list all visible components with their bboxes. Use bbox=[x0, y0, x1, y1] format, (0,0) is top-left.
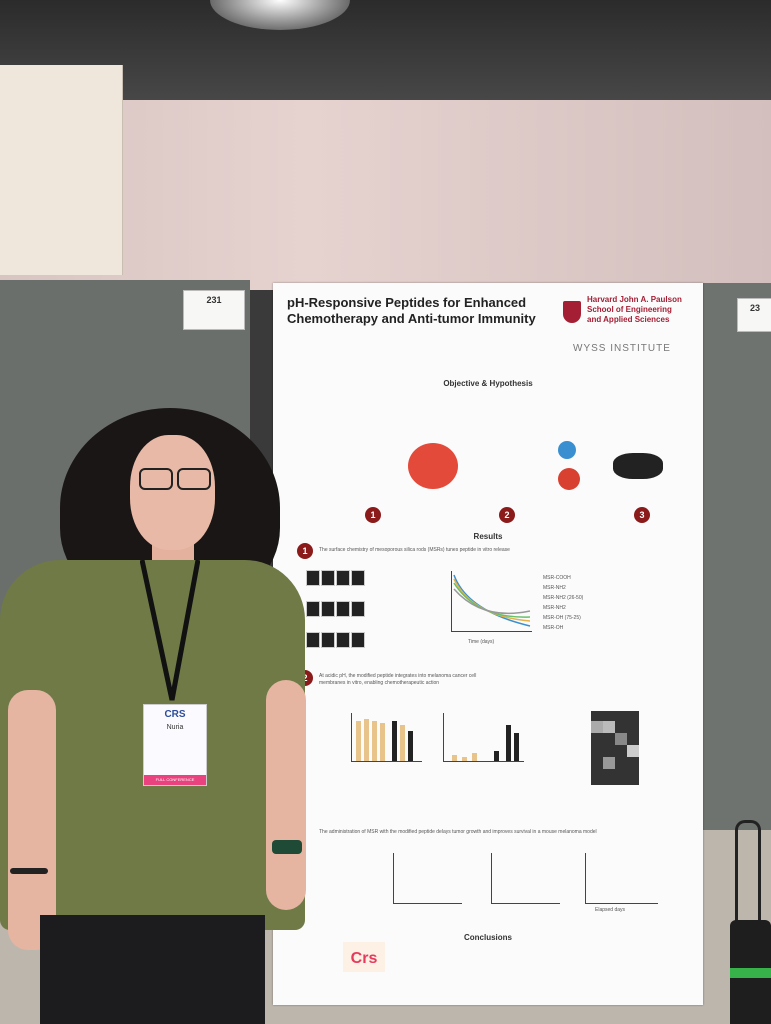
ceiling bbox=[0, 0, 771, 110]
watch-icon bbox=[272, 840, 302, 854]
right-display-panel bbox=[695, 283, 771, 833]
bar bbox=[372, 721, 377, 761]
release-curves bbox=[453, 574, 531, 627]
conclusions-heading: Conclusions bbox=[463, 933, 512, 942]
person-face bbox=[130, 435, 215, 550]
survival-x-label: Elapsed days bbox=[595, 907, 626, 913]
right-arm bbox=[266, 680, 306, 910]
bar bbox=[452, 755, 457, 761]
bar bbox=[506, 725, 511, 761]
poster-title: pH-Responsive Peptides for Enhanced Chem… bbox=[287, 295, 536, 326]
mouse-icon bbox=[613, 453, 663, 479]
image-thumbnail bbox=[336, 570, 350, 586]
black-pants bbox=[40, 915, 265, 1024]
booth-number-tag: 231 bbox=[183, 290, 245, 330]
heatmap-cell bbox=[603, 757, 615, 769]
bar bbox=[408, 731, 413, 761]
bag-handle bbox=[735, 820, 761, 927]
heatmap-cell bbox=[627, 745, 639, 757]
objective-heading: Objective & Hypothesis bbox=[443, 379, 533, 388]
institution-logo: Harvard John A. Paulson School of Engine… bbox=[563, 295, 693, 325]
bar bbox=[380, 723, 385, 761]
legend-item: MSR-NH2 bbox=[543, 605, 566, 611]
badge-footer: FULL CONFERENCE bbox=[144, 775, 206, 785]
badge-name: Nuria bbox=[166, 724, 184, 731]
heatmap-cell bbox=[615, 733, 627, 745]
growth-chart bbox=[393, 853, 462, 904]
heatmap-cell bbox=[591, 721, 603, 733]
release-chart bbox=[451, 571, 532, 632]
result-number: 1 bbox=[297, 543, 313, 559]
step-number: 1 bbox=[365, 507, 381, 523]
image-thumbnail bbox=[351, 632, 365, 648]
bar bbox=[472, 753, 477, 761]
institution-line: School of Engineering bbox=[587, 305, 672, 314]
heatmap-cell bbox=[603, 721, 615, 733]
cell-illustration bbox=[558, 468, 580, 490]
back-wall bbox=[0, 100, 771, 290]
bag-stripe bbox=[730, 968, 771, 978]
legend-item: MSR-NH2 bbox=[543, 585, 566, 591]
bar bbox=[514, 733, 519, 761]
result-caption: The administration of MSR with the modif… bbox=[319, 829, 597, 835]
bar-chart bbox=[351, 713, 422, 762]
bar bbox=[462, 757, 467, 761]
image-thumbnail bbox=[336, 601, 350, 617]
booth-number-tag-right: 23 bbox=[737, 298, 771, 332]
image-thumbnail bbox=[306, 601, 320, 617]
image-thumbnail bbox=[351, 570, 365, 586]
wall-pillar bbox=[0, 65, 123, 275]
result-caption: The surface chemistry of mesoporous sili… bbox=[319, 547, 510, 553]
legend-item: MSR-COOH bbox=[543, 575, 571, 581]
bar bbox=[356, 721, 361, 761]
crs-logo: Crs bbox=[343, 942, 385, 972]
wyss-logo: WYSS INSTITUTE bbox=[573, 343, 671, 354]
step-number: 3 bbox=[634, 507, 650, 523]
glasses-icon bbox=[137, 468, 213, 490]
booth-number: 231 bbox=[206, 295, 222, 305]
x-axis-label: Time (days) bbox=[468, 639, 495, 645]
bar bbox=[392, 721, 397, 761]
image-thumbnail bbox=[321, 601, 335, 617]
bar bbox=[400, 725, 405, 761]
bracelet bbox=[10, 868, 48, 874]
bar bbox=[494, 751, 499, 761]
image-thumbnail bbox=[306, 632, 320, 648]
crs-logo-text: Crs bbox=[351, 950, 378, 967]
image-thumbnail bbox=[321, 570, 335, 586]
left-arm bbox=[8, 690, 56, 950]
heatmap bbox=[591, 711, 639, 785]
legend-item: MSR-OH bbox=[543, 625, 564, 631]
survival-chart bbox=[585, 853, 658, 904]
booth-number-right: 23 bbox=[749, 303, 760, 313]
chart-legend: MSR-COOH MSR-NH2 MSR-NH2 (26-50) MSR-NH2… bbox=[543, 573, 613, 633]
result-caption: At acidic pH, the modified peptide integ… bbox=[319, 673, 477, 686]
legend-item: MSR-NH2 (26-50) bbox=[543, 595, 584, 601]
immune-cell-icon bbox=[558, 441, 576, 459]
bar-chart bbox=[443, 713, 524, 762]
badge-event: CRS bbox=[164, 709, 186, 720]
tumor-illustration bbox=[408, 443, 458, 489]
lanyard bbox=[140, 560, 200, 701]
harvard-shield-icon bbox=[563, 301, 581, 323]
growth-chart bbox=[491, 853, 560, 904]
image-thumbnail bbox=[321, 632, 335, 648]
research-poster: pH-Responsive Peptides for Enhanced Chem… bbox=[273, 283, 703, 1005]
bar bbox=[364, 719, 369, 761]
conference-badge: CRS Nuria FULL CONFERENCE bbox=[143, 704, 207, 786]
image-thumbnail bbox=[336, 632, 350, 648]
crs-logo-mark: Crs bbox=[343, 942, 385, 972]
institution-line: and Applied Sciences bbox=[587, 315, 670, 324]
institution-line: Harvard John A. Paulson bbox=[587, 295, 682, 304]
image-thumbnail bbox=[351, 601, 365, 617]
step-number: 2 bbox=[499, 507, 515, 523]
results-heading: Results bbox=[473, 532, 503, 541]
image-thumbnail bbox=[306, 570, 320, 586]
legend-item: MSR-OH (75-25) bbox=[543, 615, 581, 621]
